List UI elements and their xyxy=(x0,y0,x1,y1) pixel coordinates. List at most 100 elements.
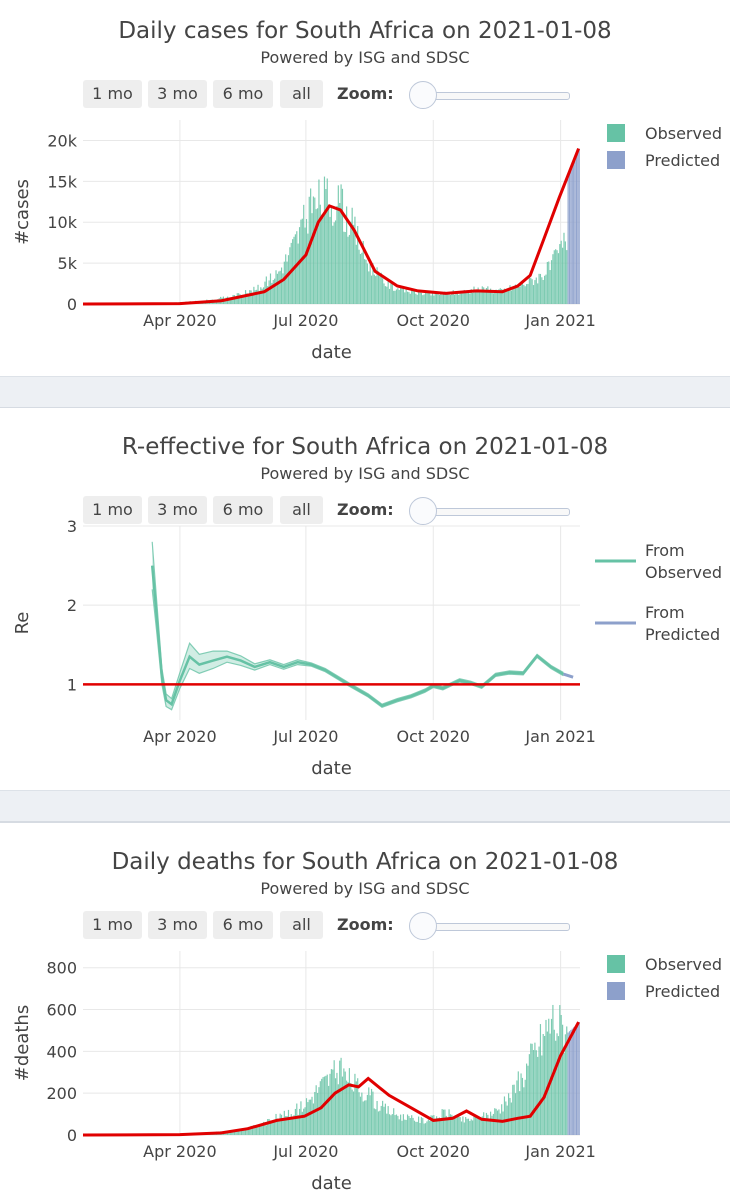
observed-bar xyxy=(527,1065,529,1135)
observed-bar xyxy=(238,1130,240,1135)
predicted-bar xyxy=(578,148,580,304)
observed-bar xyxy=(447,292,449,304)
observed-bar xyxy=(340,1057,342,1135)
observed-bar xyxy=(318,1087,320,1135)
range-all-button[interactable]: all xyxy=(280,496,323,524)
observed-bar xyxy=(437,293,439,304)
observed-bar xyxy=(499,288,501,304)
range-6mo-button[interactable]: 6 mo xyxy=(213,496,273,524)
observed-bar xyxy=(521,1077,524,1135)
observed-bar xyxy=(359,1096,362,1135)
range-1mo-button[interactable]: 1 mo xyxy=(83,496,142,524)
deaths-panel: Daily deaths for South Africa on 2021-01… xyxy=(0,823,730,1200)
observed-bar xyxy=(326,1074,328,1135)
observed-bar xyxy=(337,1084,339,1135)
range-3mo-button[interactable]: 3 mo xyxy=(148,911,207,939)
observed-bar xyxy=(470,1119,472,1135)
observed-bar xyxy=(503,1096,506,1135)
observed-bar xyxy=(377,1111,380,1135)
observed-bar xyxy=(348,1068,350,1135)
observed-bar xyxy=(429,1120,431,1135)
observed-bar xyxy=(458,294,460,304)
x-tick-label: Jul 2020 xyxy=(272,1142,338,1161)
fit-line xyxy=(82,1021,580,1137)
range-3mo-button[interactable]: 3 mo xyxy=(148,496,207,524)
observed-bar xyxy=(463,289,465,304)
observed-bar xyxy=(303,1108,305,1135)
observed-bar xyxy=(488,1118,490,1135)
observed-bar xyxy=(424,1123,427,1135)
observed-bar xyxy=(355,1081,357,1135)
observed-bar xyxy=(393,1108,395,1135)
observed-bar xyxy=(285,1116,287,1135)
y-tick-label: 600 xyxy=(46,1001,77,1020)
observed-bar xyxy=(279,1113,281,1135)
x-tick-label: Oct 2020 xyxy=(397,311,470,330)
observed-bar xyxy=(314,1091,316,1135)
observed-bar xyxy=(293,1115,295,1135)
zoom-slider-handle[interactable] xyxy=(409,912,437,940)
observed-bar xyxy=(544,1035,546,1135)
observed-bar xyxy=(325,1075,327,1135)
observed-bar xyxy=(550,260,553,304)
observed-bar xyxy=(301,1111,303,1135)
observed-bar xyxy=(406,291,409,304)
observed-bar xyxy=(458,1114,460,1135)
observed-bar xyxy=(459,291,461,304)
observed-bar xyxy=(330,1069,332,1135)
y-axis-title: #deaths xyxy=(12,1005,33,1081)
range-6mo-button[interactable]: 6 mo xyxy=(213,80,273,108)
observed-bar xyxy=(455,1116,457,1135)
range-all-button[interactable]: all xyxy=(280,80,323,108)
zoom-slider-handle[interactable] xyxy=(409,81,437,109)
observed-bar xyxy=(538,273,540,304)
observed-bar xyxy=(416,1121,418,1135)
observed-bar xyxy=(498,289,500,304)
observed-bar xyxy=(240,295,243,304)
observed-bar xyxy=(555,1040,557,1135)
observed-bar xyxy=(496,1110,499,1135)
observed-bar xyxy=(373,274,375,304)
observed-bar xyxy=(406,1114,409,1135)
observed-bar xyxy=(531,279,533,304)
observed-bar xyxy=(499,1113,501,1135)
range-3mo-button[interactable]: 3 mo xyxy=(148,80,207,108)
observed-bar xyxy=(400,1114,402,1135)
range-1mo-button[interactable]: 1 mo xyxy=(83,80,142,108)
observed-bar xyxy=(513,287,515,304)
observed-bar xyxy=(332,225,334,304)
x-tick-label: Jan 2021 xyxy=(524,311,595,330)
observed-bar xyxy=(368,1087,370,1135)
predicted-bar xyxy=(573,160,575,304)
observed-bar xyxy=(280,267,283,304)
observed-bar xyxy=(250,290,252,304)
observed-bar xyxy=(557,253,560,304)
zoom-slider-handle[interactable] xyxy=(409,497,437,525)
observed-bar xyxy=(526,284,528,304)
observed-bar xyxy=(311,1096,313,1135)
observed-bar xyxy=(528,276,530,304)
observed-bar xyxy=(466,1118,468,1135)
x-axis-title: date xyxy=(311,342,352,363)
observed-bar xyxy=(508,289,510,304)
predicted-bar xyxy=(568,1031,571,1135)
observed-bar xyxy=(539,273,542,304)
observed-bar xyxy=(298,1108,301,1135)
observed-bar xyxy=(557,1036,560,1135)
observed-bar xyxy=(427,1119,429,1135)
observed-bar xyxy=(502,1111,504,1135)
range-6mo-button[interactable]: 6 mo xyxy=(213,911,273,939)
range-1mo-button[interactable]: 1 mo xyxy=(83,911,142,939)
observed-bar xyxy=(362,1101,364,1135)
observed-bar xyxy=(422,1118,424,1135)
observed-bar xyxy=(405,1119,407,1135)
observed-bar xyxy=(254,1127,256,1135)
predicted-bar xyxy=(577,1023,579,1135)
observed-bar xyxy=(271,282,273,304)
observed-bar xyxy=(532,1050,535,1135)
observed-bar xyxy=(503,288,506,304)
observed-bar xyxy=(510,290,512,304)
range-all-button[interactable]: all xyxy=(280,911,323,939)
observed-bar xyxy=(297,1114,299,1135)
observed-bar xyxy=(556,1033,558,1135)
